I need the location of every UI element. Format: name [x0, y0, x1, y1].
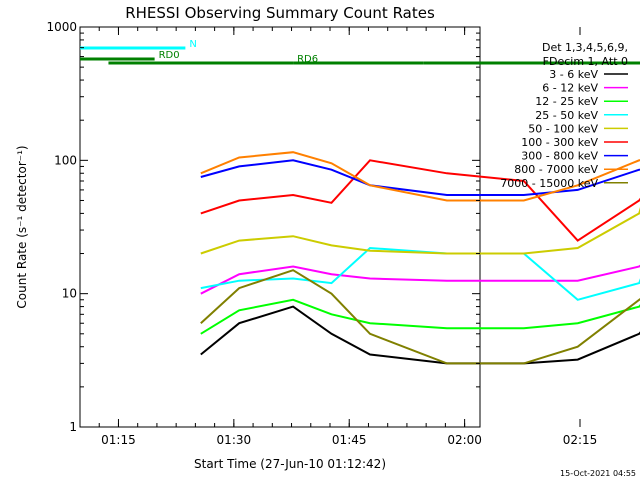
legend-entry-label: 7000 - 15000 keV: [500, 177, 598, 190]
y-tick-label: 1: [69, 420, 77, 434]
x-axis-label: Start Time (27-Jun-10 01:12:42): [194, 457, 386, 471]
series-line-2: [200, 298, 640, 335]
y-tick-label: 100: [54, 153, 77, 167]
chart-title: RHESSI Observing Summary Count Rates: [125, 4, 435, 22]
series-line-7: [200, 151, 640, 202]
legend-entry-label: 800 - 7000 keV: [514, 163, 598, 176]
x-tick-label: 01:15: [101, 433, 136, 447]
legend-title-line-2: FDecim 1, Att 0: [543, 55, 628, 68]
legend-entry-label: 25 - 50 keV: [535, 109, 598, 122]
legend-entry-label: 300 - 800 keV: [521, 150, 598, 163]
x-tick-label: 02:00: [447, 433, 482, 447]
series-group: [200, 151, 640, 365]
x-tick-label: 02:15: [563, 433, 598, 447]
flag-bars: NSRD0RD6: [80, 39, 640, 65]
legend-title-line-1: Det 1,3,4,5,6,9,: [542, 41, 628, 54]
series-line-8: [200, 269, 640, 365]
axis-ticks: 110100100001:1501:3001:4502:0002:1502:30…: [46, 20, 598, 447]
legend-entry-label: 50 - 100 keV: [528, 122, 598, 135]
flag-label-n: N: [189, 39, 196, 50]
series-line-4: [200, 207, 640, 255]
footer-timestamp: 15-Oct-2021 04:55: [560, 469, 636, 478]
y-axis-label: Count Rate (s⁻¹ detector⁻¹): [15, 145, 29, 308]
series-line-5: [200, 159, 640, 242]
plot-frame: [79, 26, 481, 428]
legend-entry-label: 100 - 300 keV: [521, 136, 598, 149]
x-tick-label: 01:45: [332, 433, 367, 447]
flag-label-rd6: RD6: [297, 54, 318, 65]
y-tick-label: 1000: [46, 20, 77, 34]
y-tick-label: 10: [62, 287, 77, 301]
legend-entry-label: 12 - 25 keV: [535, 95, 598, 108]
legend-entry-label: 6 - 12 keV: [542, 82, 598, 95]
x-tick-label: 01:30: [217, 433, 252, 447]
series-line-6: [200, 159, 640, 196]
flag-label-rd0: RD0: [159, 50, 180, 61]
legend: Det 1,3,4,5,6,9, FDecim 1, Att 0 3 - 6 k…: [500, 41, 628, 190]
legend-entry-label: 3 - 6 keV: [549, 68, 598, 81]
series-line-1: [200, 264, 640, 295]
